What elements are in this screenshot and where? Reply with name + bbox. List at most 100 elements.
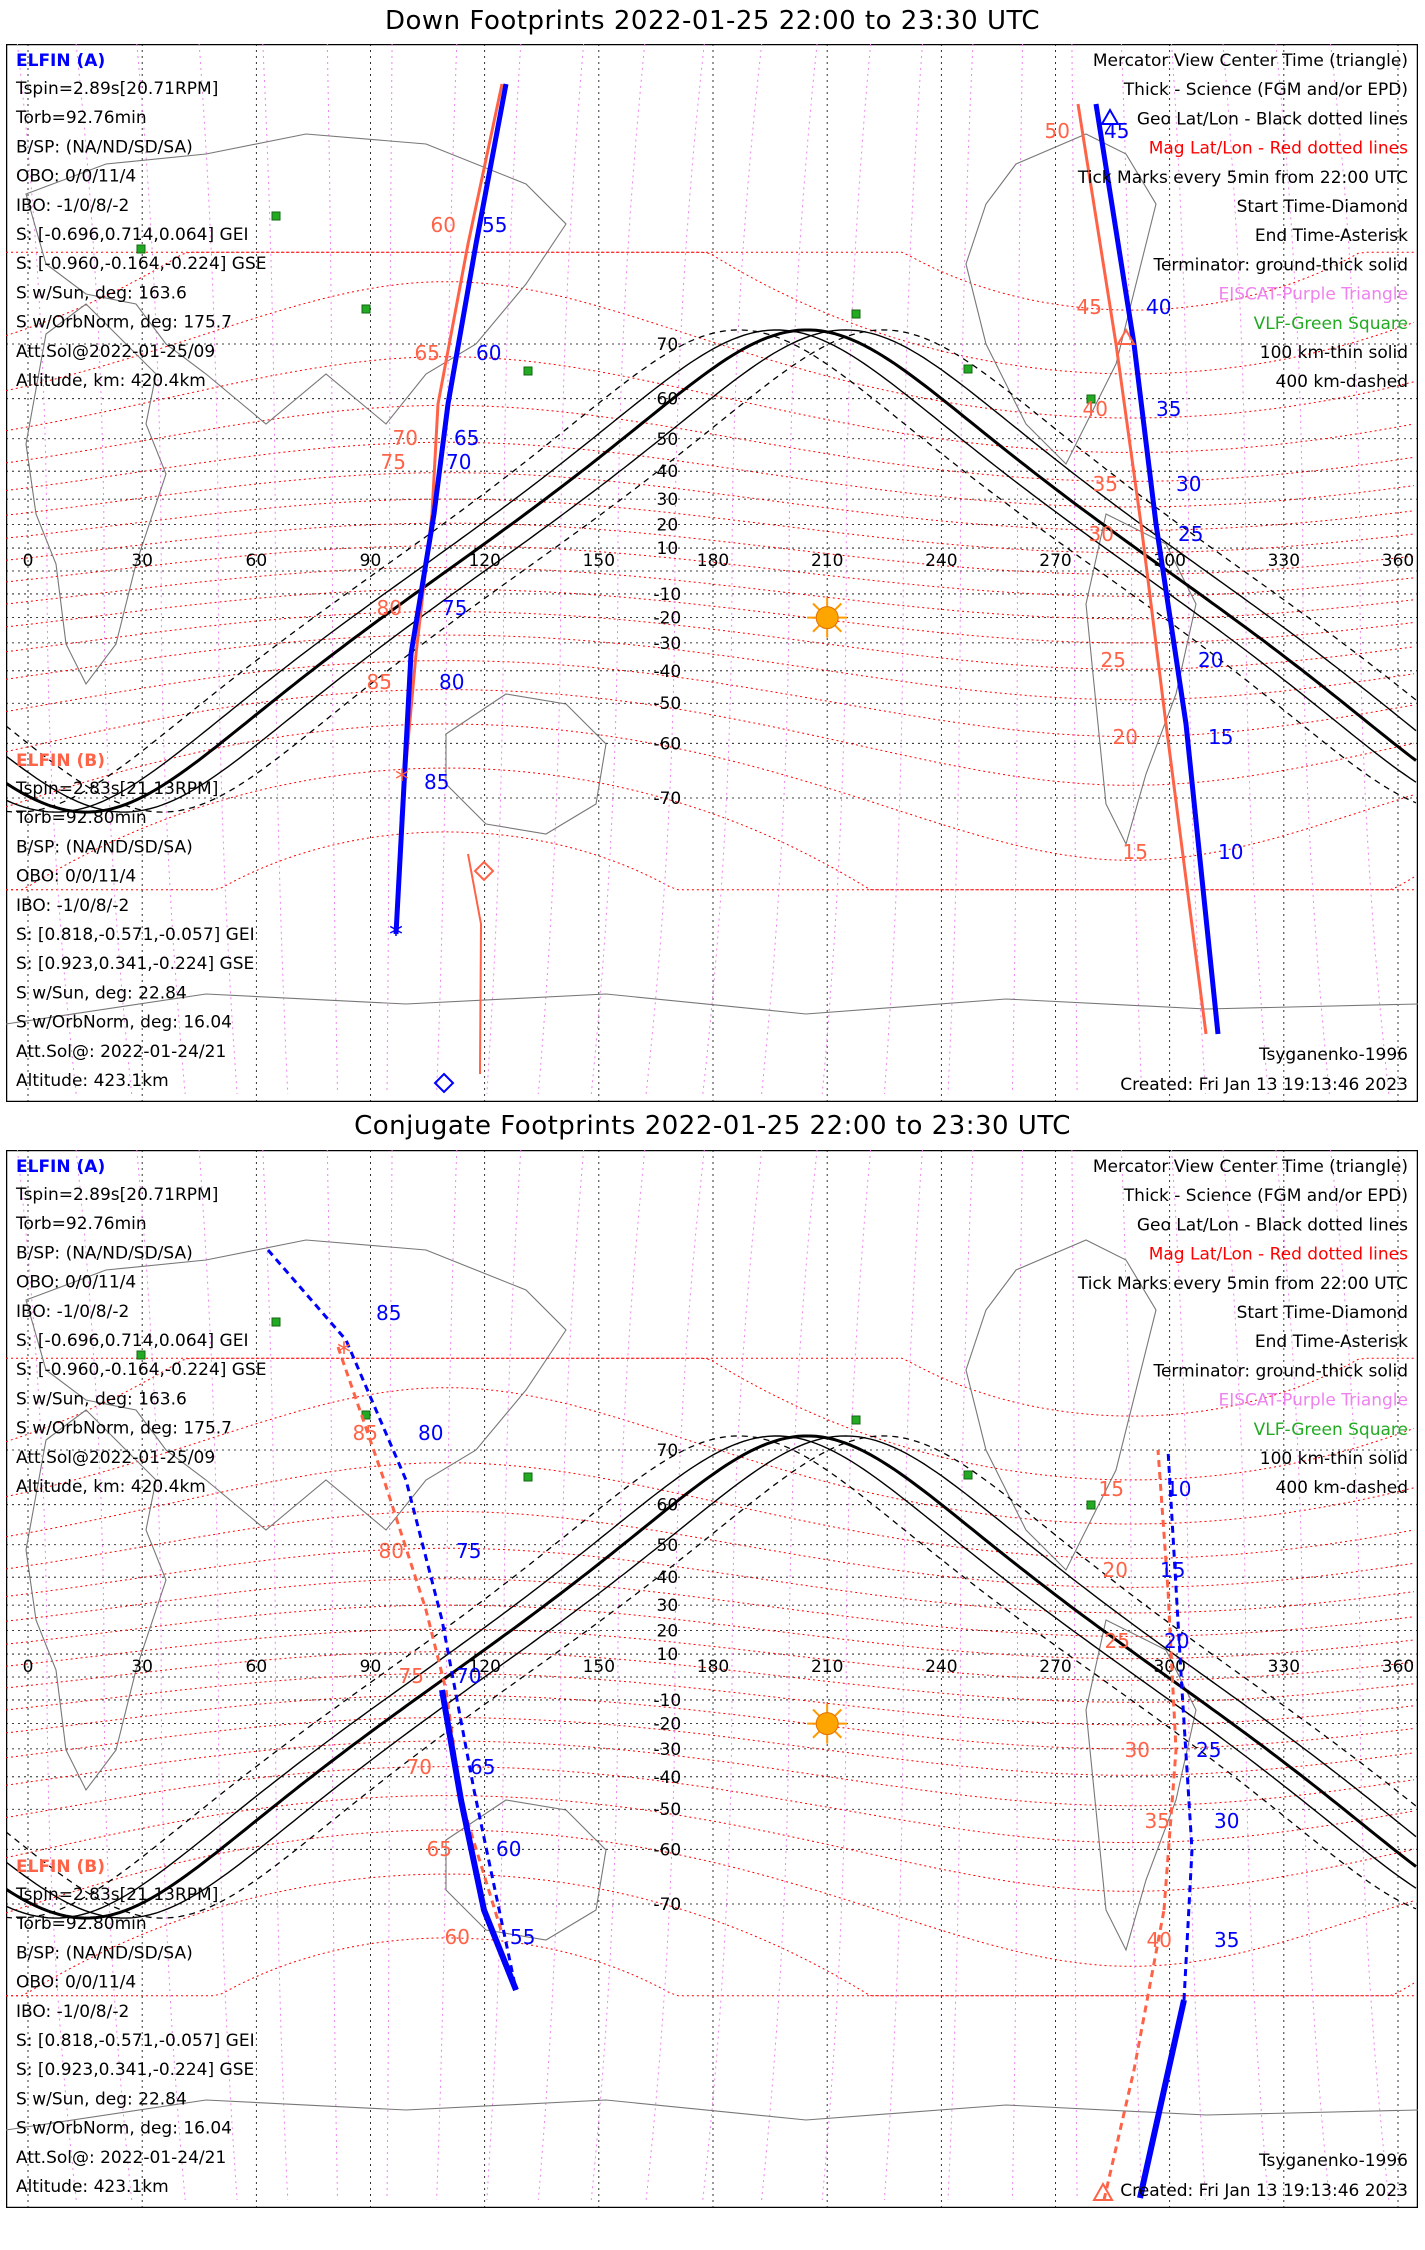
elfin-b-tick-label: 35	[1093, 472, 1118, 496]
panel-title-conjugate: Conjugate Footprints 2022-01-25 22:00 to…	[354, 1111, 1071, 1141]
lat-tick-label: -40	[653, 662, 681, 682]
mag-lon-line	[537, 44, 585, 1095]
mag-lat-line	[6, 1829, 1415, 1967]
mag-lat-line	[6, 1795, 1415, 1892]
elfin-b-tick-label: 50	[1045, 119, 1070, 143]
lat-tick-label: 50	[657, 1536, 679, 1556]
sun-ray	[812, 1708, 821, 1718]
sun-ray	[833, 1708, 843, 1718]
mag-lon-line	[16, 44, 77, 1095]
coastline	[25, 1409, 167, 1792]
vlf-square	[136, 244, 146, 254]
elfin-a-name: ELFIN (A)	[16, 51, 105, 71]
mag-lat-line	[6, 1694, 1415, 1750]
mag-lon-line	[262, 44, 289, 1095]
footprint-tracks: 5560657075808560657075808545403530252015…	[367, 83, 1243, 1094]
elfin-b-info-line: S: [0.923,0.341,-0.224] GSE	[16, 954, 254, 974]
terminator-ground	[6, 328, 1417, 814]
elfin-b-tick-label: 40	[1147, 1928, 1172, 1952]
elfin-b-track-east	[1076, 103, 1208, 1035]
elfin-a-tick-label: 10	[1218, 840, 1243, 864]
legend: Mercator View Center Time (triangle) Thic…	[1077, 1157, 1408, 1498]
mag-lat-line	[6, 1628, 1415, 1681]
model-label: Tsyganenko-1996	[1258, 2151, 1408, 2171]
legend-item: EISCAT-Purple Triangle	[1218, 285, 1408, 305]
lat-tick-label: 70	[657, 335, 679, 355]
lon-tick-label: 360	[1382, 1657, 1414, 1677]
terminator-100km	[6, 1435, 1417, 1919]
lon-tick-label: 330	[1268, 1657, 1300, 1677]
lat-tick-label: -40	[653, 1768, 681, 1788]
coastline	[25, 133, 567, 425]
mag-lon-line	[1011, 1150, 1024, 2201]
elfin-b-tick-label: 80	[377, 596, 402, 620]
elfin-b-tick-label: 35	[1145, 1809, 1170, 1833]
mag-lat-line	[6, 498, 1415, 554]
elfin-b-tick-label: 20	[1103, 1558, 1128, 1582]
lat-tick-label: 30	[657, 490, 679, 510]
elfin-b-info-line: S w/Sun, deg: 22.84	[16, 2089, 187, 2109]
lat-tick-label: -10	[653, 585, 681, 605]
legend-item: Start Time-Diamond	[1237, 1303, 1408, 1323]
spacecraft-info: ELFIN (A) Tspin=2.89s[20.71RPM] Torb=92.76…	[15, 1157, 267, 2197]
legend-item: Terminator: ground-thick solid	[1152, 1361, 1408, 1381]
elfin-b-tick-label: 15	[1123, 840, 1148, 864]
lon-tick-label: 30	[131, 1657, 153, 1677]
mag-lon-line	[702, 44, 763, 1095]
sun-icon	[807, 597, 848, 638]
mag-lat-line	[6, 472, 1415, 531]
vlf-square	[361, 304, 371, 314]
coastlines	[6, 133, 1418, 1025]
elfin-b-info-line: Att.Sol@: 2022-01-24/21	[16, 1042, 226, 1062]
mag-lon-line	[386, 1150, 393, 2201]
legend-item: Mercator View Center Time (triangle)	[1093, 51, 1408, 71]
center-triangle-b	[1092, 2181, 1114, 2201]
legend: Mercator View Center Time (triangle) Thic…	[1077, 51, 1408, 392]
lon-tick-label: 60	[246, 1657, 268, 1677]
legend-item: Geo Lat/Lon - Black dotted lines	[1137, 109, 1408, 129]
elfin-a-tick-label: 85	[424, 770, 449, 794]
terminator-400km	[6, 1435, 1417, 1919]
end-asterisk-a: *	[389, 918, 403, 951]
mag-lat-line	[6, 723, 1415, 861]
mag-lon-line	[1330, 1150, 1390, 2201]
elfin-b-track-east	[1156, 1449, 1178, 1911]
lon-tick-label: 210	[811, 1657, 843, 1677]
legend-item: Thick - Science (FGM and/or EPD)	[1123, 80, 1408, 100]
lat-tick-label: -60	[653, 1840, 681, 1860]
sun-ray	[812, 602, 821, 612]
legend-item: Geo Lat/Lon - Black dotted lines	[1137, 1215, 1408, 1235]
sun-ray	[833, 1729, 843, 1739]
footprint-tracks: 85 80 75 70 65 60 55 85 80 75 70 65 60 10 15 20 25 30 35 15…	[266, 1249, 1239, 2201]
mag-lon-line	[326, 1150, 338, 2201]
elfin-b-info-line: S: [0.818,-0.571,-0.057] GEI	[16, 2031, 255, 2051]
elfin-a-tick-label: 25	[1196, 1738, 1221, 1762]
lat-tick-label: -30	[653, 1740, 681, 1760]
legend-item: Tick Marks every 5min from 22:00 UTC	[1077, 1274, 1408, 1294]
elfin-a-tick-label: 10	[1166, 1477, 1191, 1501]
elfin-a-info-line: Att.Sol@2022-01-25/09	[16, 342, 215, 362]
elfin-a-tick-label: 65	[470, 1755, 495, 1779]
elfin-b-tick-label: 85	[367, 670, 392, 694]
mag-lon-line	[1171, 44, 1206, 1095]
elfin-a-info-line: Altitude, km: 420.4km	[16, 371, 206, 391]
mag-lon-line	[486, 44, 522, 1095]
elfin-b-info-line: OBO: 0/0/11/4	[16, 867, 136, 887]
elfin-b-info-line: Tspin=2.83s[21.13RPM]	[15, 1885, 218, 1905]
elfin-b-tick-label: 65	[415, 341, 440, 365]
elfin-a-info-line: IBO: -1/0/8/-2	[16, 1302, 129, 1322]
elfin-a-info-line: Torb=92.76min	[15, 1214, 147, 1234]
mag-lat-line	[6, 545, 1415, 597]
mag-lat-line	[6, 634, 1415, 701]
legend-item: Mercator View Center Time (triangle)	[1093, 1157, 1408, 1177]
elfin-a-info-line: S: [-0.696,0.714,0.064] GEI	[16, 225, 248, 245]
elfin-b-tick-label: 75	[399, 1664, 424, 1688]
vlf-square	[523, 366, 533, 376]
elfin-a-tick-label: 30	[1176, 472, 1201, 496]
lon-tick-label: 180	[697, 1657, 729, 1677]
vlf-square	[851, 1415, 861, 1425]
mag-lat-line	[6, 404, 1415, 482]
mag-lon-line	[883, 44, 923, 1095]
mag-lon-line	[537, 1150, 585, 2201]
terminator-100km	[6, 329, 1417, 813]
